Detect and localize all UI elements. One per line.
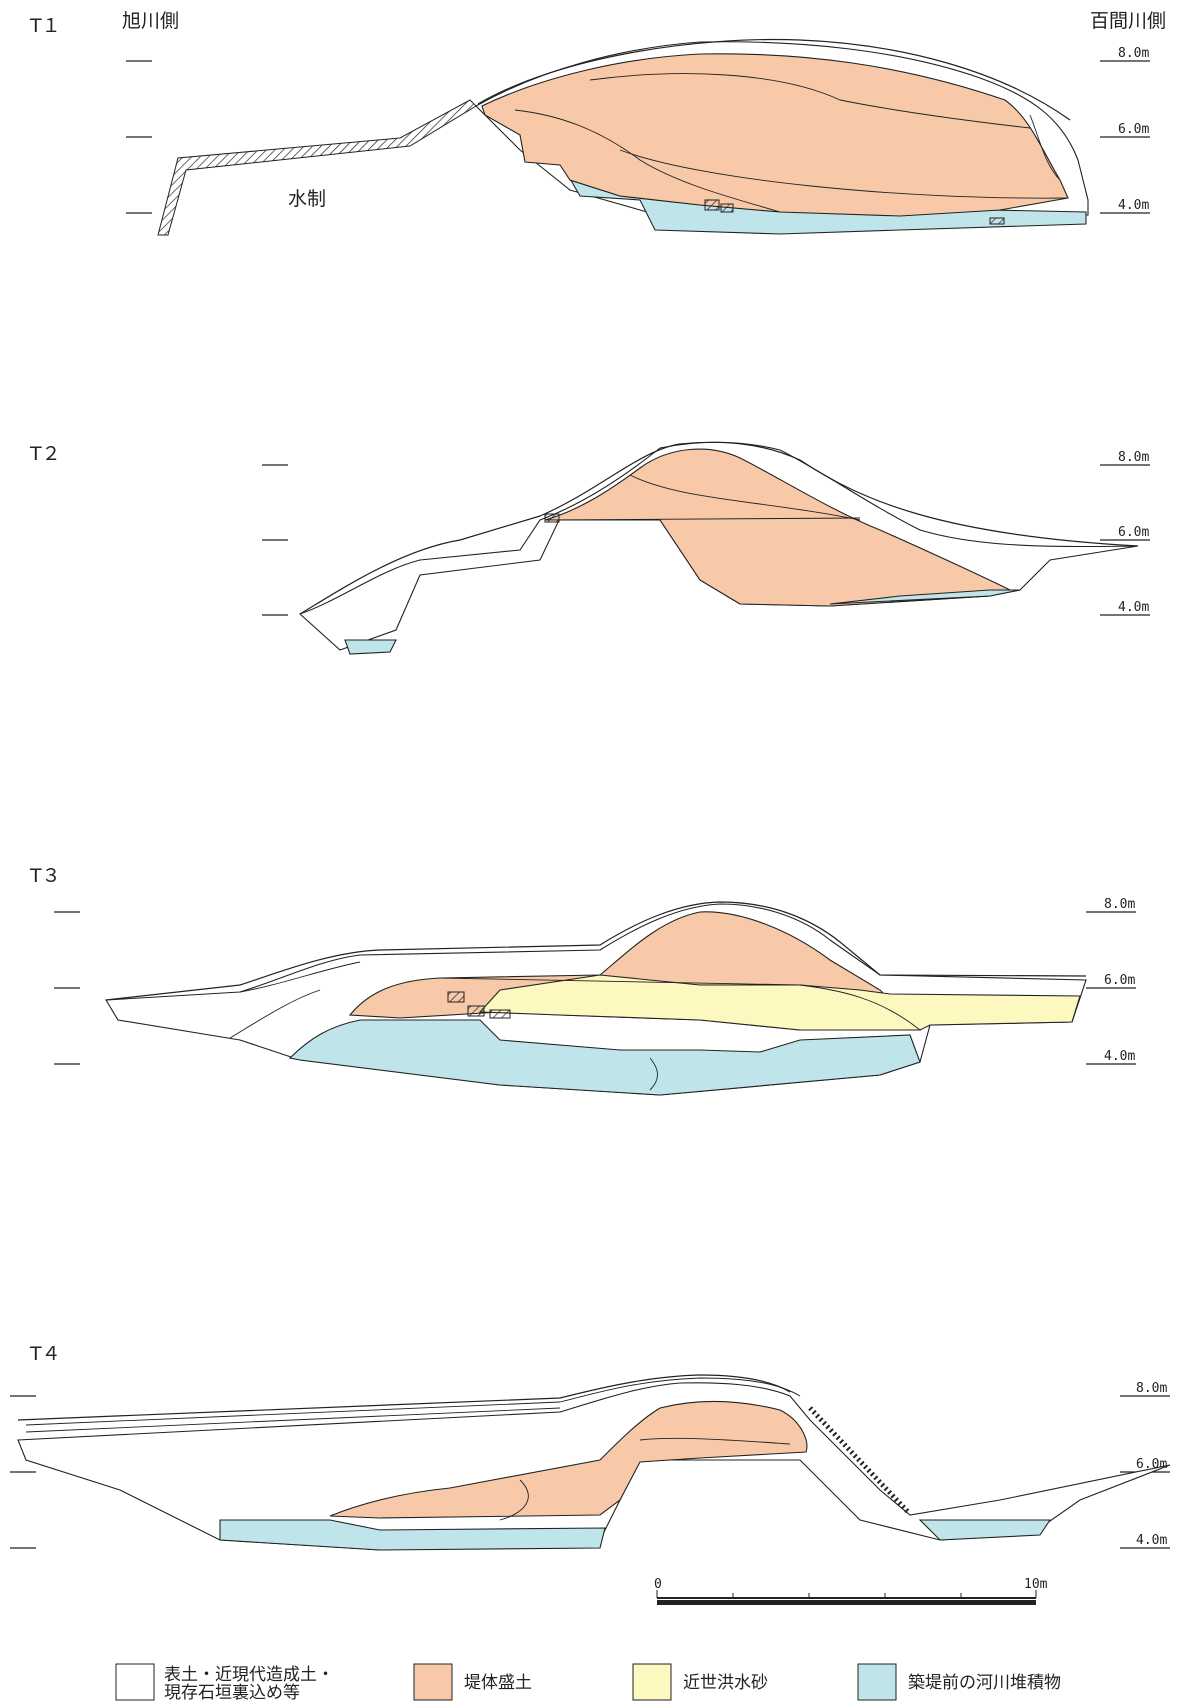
section-t4-label: T４ xyxy=(29,1343,61,1365)
elevation-label-6m: 6.0m xyxy=(1118,122,1149,137)
layer-boundary xyxy=(239,961,361,993)
embankment-fill-layer xyxy=(481,53,1069,217)
layer-boundary xyxy=(439,977,921,1031)
stone-block xyxy=(489,1009,511,1019)
legend-label-topsoil-line1: 表土・近現代造成土・ xyxy=(164,1665,334,1685)
elevation-label-8m: 8.0m xyxy=(1118,450,1149,465)
groyne-label: 水制 xyxy=(288,188,326,210)
river-deposit-layer xyxy=(344,639,397,655)
stone-block xyxy=(720,203,734,213)
layer-boundary xyxy=(619,149,1069,199)
embankment-fill-layer xyxy=(329,1400,808,1519)
stone-block xyxy=(544,513,560,523)
river-deposit-layer xyxy=(219,1519,606,1551)
river-deposit-layer xyxy=(288,1019,921,1096)
ground-surface xyxy=(105,901,1087,1001)
scale-start-label: 0 xyxy=(654,1577,662,1592)
legend-label-flood-sand: 近世洪水砂 xyxy=(683,1673,768,1693)
scale-bar-fill xyxy=(657,1600,1036,1605)
layer-boundary xyxy=(629,474,861,521)
elevation-label-4m: 4.0m xyxy=(1104,1049,1135,1064)
river-deposit-layer xyxy=(829,589,1021,605)
ground-surface xyxy=(299,441,1139,615)
layer-boundary xyxy=(514,109,781,213)
groyne-structure xyxy=(157,99,477,236)
layer-boundary xyxy=(544,517,861,521)
embankment-fill-layer xyxy=(544,448,1012,607)
section-t1: T１ 8.0m 6.0m 4.0m 水制 xyxy=(29,15,1150,236)
elevation-label-4m: 4.0m xyxy=(1136,1533,1167,1548)
ground-surface xyxy=(17,1374,791,1421)
scale-end-label: 10m xyxy=(1024,1577,1048,1592)
left-side-label: 旭川側 xyxy=(122,10,179,32)
stone-block xyxy=(447,991,465,1003)
elevation-label-4m: 4.0m xyxy=(1118,198,1149,213)
elevation-label-4m: 4.0m xyxy=(1118,600,1149,615)
stone-wall-face xyxy=(808,1406,910,1514)
river-deposit-layer xyxy=(918,1519,1052,1541)
legend-swatch-embankment xyxy=(413,1663,453,1701)
elevation-label-8m: 8.0m xyxy=(1136,1381,1167,1396)
section-t1-label: T１ xyxy=(29,15,61,37)
ground-surface xyxy=(477,38,1071,121)
flood-sand-layer xyxy=(478,974,1081,1031)
section-t3-label: T３ xyxy=(29,865,61,887)
scale-bar: 0 10m xyxy=(654,1577,1048,1605)
elevation-label-8m: 8.0m xyxy=(1118,46,1149,61)
legend-swatch-flood-sand xyxy=(632,1663,672,1701)
right-side-label: 百間川側 xyxy=(1090,10,1166,32)
layer-boundary xyxy=(25,1407,561,1433)
legend-swatch-topsoil xyxy=(115,1663,155,1701)
elevation-label-6m: 6.0m xyxy=(1104,973,1135,988)
elevation-label-8m: 8.0m xyxy=(1104,897,1135,912)
legend-label-embankment: 堤体盛土 xyxy=(464,1673,532,1693)
layer-boundary xyxy=(229,989,321,1039)
layer-boundary xyxy=(649,1057,658,1091)
legend: 表土・近現代造成土・ 現存石垣裏込め等 堤体盛土 近世洪水砂 築堤前の河川堆積物 xyxy=(115,1663,1061,1703)
section-t2: T２ 8.0m 6.0m 4.0m xyxy=(29,441,1150,655)
layer-boundary xyxy=(1029,114,1061,181)
stone-block xyxy=(989,217,1005,225)
layer-boundary xyxy=(589,73,1031,129)
layer-boundary xyxy=(499,1479,529,1521)
legend-label-river-deposit: 築堤前の河川堆積物 xyxy=(908,1673,1061,1693)
legend-swatch-river-deposit xyxy=(857,1663,897,1701)
section-t4: T４ 8.0m 6.0m 4.0m xyxy=(10,1343,1171,1551)
legend-label-topsoil-line2: 現存石垣裏込め等 xyxy=(164,1682,300,1703)
stone-block xyxy=(467,1005,485,1017)
stone-block xyxy=(704,199,720,211)
layer-boundary xyxy=(639,1437,791,1445)
section-t2-label: T２ xyxy=(29,443,61,465)
elevation-label-6m: 6.0m xyxy=(1118,525,1149,540)
section-t3: T３ 8.0m 6.0m 4.0m xyxy=(29,865,1136,1096)
